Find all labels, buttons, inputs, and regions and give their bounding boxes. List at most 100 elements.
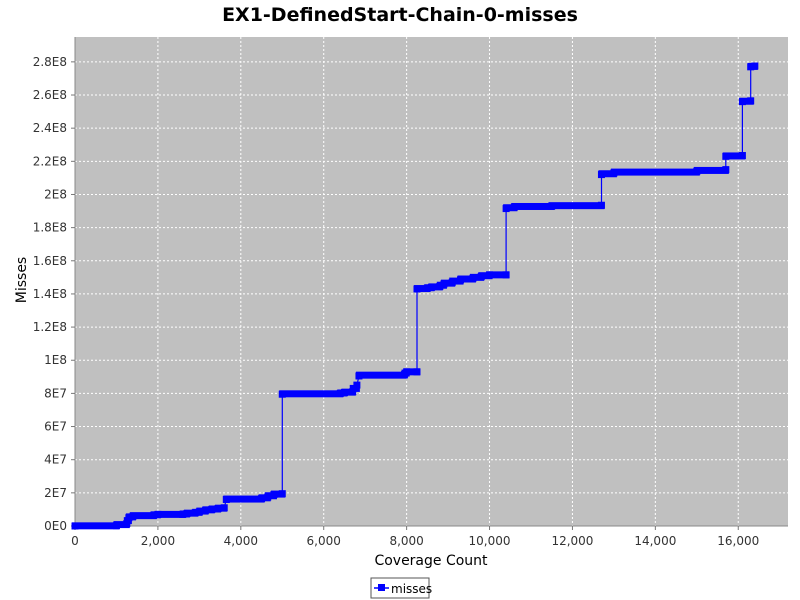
x-tick-label: 0 bbox=[71, 534, 79, 548]
data-point-band bbox=[270, 490, 286, 498]
legend-marker-misses bbox=[378, 584, 385, 591]
data-point bbox=[208, 505, 216, 513]
data-point bbox=[150, 511, 158, 519]
data-point bbox=[129, 512, 137, 520]
data-point bbox=[413, 368, 421, 376]
y-tick-label: 1.6E8 bbox=[33, 254, 67, 268]
data-point-band bbox=[428, 283, 443, 291]
data-point bbox=[125, 514, 133, 522]
data-point-band bbox=[610, 168, 700, 176]
data-point bbox=[738, 98, 746, 106]
data-point-band bbox=[130, 512, 157, 520]
data-point bbox=[457, 276, 465, 284]
data-point bbox=[270, 491, 278, 499]
data-point bbox=[440, 280, 448, 288]
data-point-band bbox=[486, 271, 510, 279]
data-point-band bbox=[154, 510, 186, 518]
y-gridlines bbox=[75, 61, 788, 494]
x-tick-label: 16,000 bbox=[717, 534, 759, 548]
data-point-band bbox=[693, 166, 729, 174]
y-tick-label: 2.8E8 bbox=[33, 55, 67, 69]
data-point bbox=[222, 495, 230, 503]
data-point bbox=[423, 284, 431, 292]
data-point bbox=[751, 62, 759, 70]
data-point-band bbox=[478, 272, 493, 280]
data-point-band bbox=[722, 152, 746, 160]
data-point-band bbox=[503, 204, 518, 212]
data-point bbox=[336, 389, 344, 397]
data-point-band bbox=[449, 277, 464, 285]
y-tick-label: 1.8E8 bbox=[33, 221, 67, 235]
data-point-band bbox=[413, 285, 431, 293]
data-point bbox=[258, 495, 266, 503]
y-axis-label: Misses bbox=[14, 257, 30, 303]
x-tick-label: 6,000 bbox=[307, 534, 341, 548]
data-point bbox=[353, 381, 361, 389]
data-point bbox=[195, 508, 203, 516]
y-tick-label: 2E7 bbox=[44, 486, 67, 500]
data-point bbox=[349, 388, 357, 396]
x-axis-label: Coverage Count bbox=[374, 553, 488, 569]
data-point bbox=[183, 510, 191, 518]
data-point bbox=[597, 201, 605, 209]
data-point bbox=[693, 167, 701, 175]
data-point bbox=[220, 504, 228, 512]
x-tick-label: 8,000 bbox=[389, 534, 423, 548]
x-tick-label: 4,000 bbox=[224, 534, 258, 548]
data-point bbox=[428, 283, 435, 291]
data-point-band bbox=[469, 273, 485, 281]
data-point bbox=[510, 203, 518, 211]
y-tick-label: 2.2E8 bbox=[33, 154, 67, 168]
data-point bbox=[722, 152, 730, 160]
x-tick-label: 10,000 bbox=[469, 534, 511, 548]
y-tick-label: 1.4E8 bbox=[33, 287, 67, 301]
data-point bbox=[436, 282, 444, 290]
data-point bbox=[610, 169, 618, 177]
x-tick-label: 2,000 bbox=[141, 534, 175, 548]
data-point bbox=[597, 171, 605, 179]
data-point bbox=[355, 372, 363, 380]
data-point bbox=[548, 202, 556, 210]
data-point bbox=[112, 522, 120, 530]
data-point-band bbox=[739, 97, 754, 105]
x-gridlines bbox=[157, 37, 739, 526]
data-point bbox=[278, 390, 286, 398]
y-tick-label: 2.6E8 bbox=[33, 88, 67, 102]
data-point bbox=[502, 271, 510, 279]
plot-area bbox=[75, 37, 788, 526]
legend: misses bbox=[370, 577, 432, 599]
data-point bbox=[738, 152, 746, 160]
data-point bbox=[477, 273, 485, 281]
data-point bbox=[179, 510, 187, 518]
data-point bbox=[747, 97, 755, 105]
legend-label-misses: misses bbox=[391, 582, 432, 596]
data-point-band bbox=[279, 390, 344, 398]
x-tick-label: 12,000 bbox=[551, 534, 593, 548]
data-point-band bbox=[355, 371, 408, 379]
data-point bbox=[413, 285, 421, 293]
chart-title: EX1-DefinedStart-Chain-0-misses bbox=[222, 4, 578, 26]
y-tick-label: 2.4E8 bbox=[33, 121, 67, 135]
data-point bbox=[123, 520, 131, 528]
data-point bbox=[403, 368, 411, 376]
y-tick-label: 6E7 bbox=[44, 420, 67, 434]
y-tick-label: 2E8 bbox=[44, 187, 67, 201]
y-tick-label: 0E0 bbox=[44, 519, 67, 533]
y-tick-label: 1.2E8 bbox=[33, 320, 67, 334]
axis-frame bbox=[74, 37, 788, 527]
data-point bbox=[71, 522, 79, 530]
y-axis-ticks: 0E0 2E7 4E7 6E7 8E7 1E8 1.2E8 1.4E8 1.6E8 1.8E8 2E… bbox=[33, 55, 75, 533]
data-point-band bbox=[511, 202, 555, 210]
data-point bbox=[448, 278, 456, 286]
y-tick-label: 8E7 bbox=[44, 386, 67, 400]
data-point bbox=[191, 509, 199, 517]
y-tick-label: 4E7 bbox=[44, 453, 67, 467]
legend-box bbox=[370, 577, 430, 599]
x-axis-ticks: 0 2,000 4,000 6,000 8,000 10,000 12,000 14,000 1… bbox=[71, 526, 759, 548]
data-point bbox=[502, 205, 510, 213]
data-point-band bbox=[598, 170, 617, 178]
data-point bbox=[747, 63, 755, 71]
data-point-band bbox=[183, 509, 199, 517]
data-point bbox=[202, 506, 210, 514]
data-point bbox=[469, 274, 477, 282]
